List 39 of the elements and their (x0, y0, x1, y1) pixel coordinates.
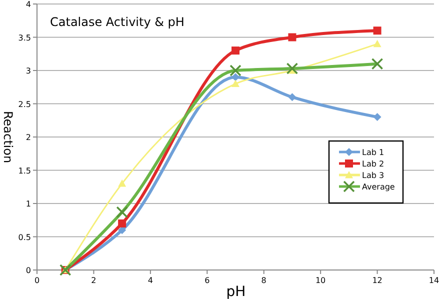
y-tick-label: 2 (26, 133, 31, 142)
point (232, 46, 240, 55)
point (373, 113, 382, 122)
legend-label: Lab 3 (362, 171, 384, 180)
y-tick-label: 0.5 (18, 232, 31, 242)
point (288, 93, 296, 102)
x-tick-label: 14 (428, 276, 439, 285)
y-tick-label: 3 (26, 66, 31, 76)
y-tick-label: 3.5 (18, 33, 31, 42)
legend-label: Average (362, 182, 395, 192)
point (373, 26, 382, 35)
point (230, 64, 242, 76)
point (116, 206, 128, 218)
x-axis-title: pH (226, 284, 246, 299)
y-tick-label: 1 (26, 200, 31, 208)
y-tick-label: 4 (26, 0, 31, 9)
point (286, 62, 298, 74)
x-tick-label: 8 (261, 276, 266, 285)
point (371, 58, 384, 70)
point (118, 219, 126, 228)
x-tick-label: 12 (372, 276, 382, 285)
legend-label: Lab 2 (362, 160, 384, 168)
text: Catalase Activity & pH (50, 15, 184, 29)
x-tick-label: 4 (148, 276, 153, 285)
point (118, 180, 126, 187)
legend-label: Lab 1 (362, 148, 384, 157)
x-tick-label: 2 (91, 276, 96, 285)
y-tick-label: 2.5 (18, 100, 31, 109)
y-tick-label: 1.5 (18, 166, 31, 176)
x-tick-label: 10 (315, 276, 326, 285)
y-tick-label: 0 (26, 266, 31, 275)
x-tick-label: 0 (34, 276, 40, 285)
point (232, 80, 240, 87)
point (232, 73, 240, 82)
point (118, 226, 126, 234)
x-tick-label: 6 (204, 276, 210, 285)
point (288, 33, 296, 42)
point (373, 40, 382, 48)
y-axis-title: Reaction (1, 110, 15, 164)
